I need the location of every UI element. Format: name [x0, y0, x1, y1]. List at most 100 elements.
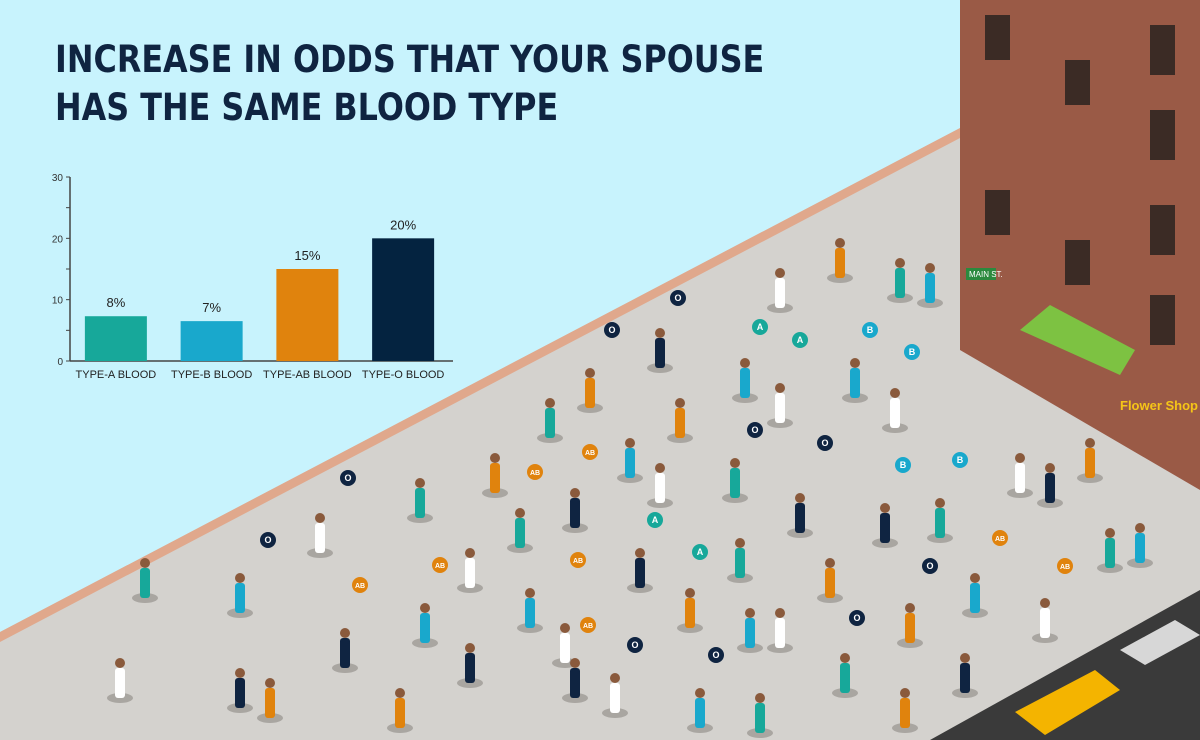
- svg-text:AB: AB: [573, 558, 583, 565]
- bar-chart: 0 10 20 30 8% TYPE-A BLOOD 7% TYPE-B BLOOD 15% T…: [52, 173, 453, 381]
- awning: [1020, 305, 1135, 375]
- pedestrian: [832, 653, 858, 698]
- svg-text:A: A: [757, 322, 764, 332]
- x-tick-label: TYPE-O BLOOD: [362, 369, 445, 381]
- pedestrian: [577, 368, 603, 413]
- pedestrian: [962, 573, 988, 618]
- data-label: 8%: [106, 295, 125, 310]
- pedestrian: [307, 513, 333, 558]
- svg-text:A: A: [797, 335, 804, 345]
- pedestrian: [482, 453, 508, 498]
- svg-text:O: O: [674, 293, 681, 303]
- pedestrian: [1077, 438, 1103, 483]
- pedestrian: [897, 603, 923, 648]
- pedestrian: [927, 498, 953, 543]
- road: [930, 590, 1200, 740]
- svg-text:O: O: [821, 438, 828, 448]
- pedestrian: [507, 508, 533, 553]
- blood-type-bubble: A: [792, 332, 808, 348]
- pedestrian: [647, 463, 673, 508]
- blood-type-bubble: AB: [432, 557, 448, 573]
- blood-type-bubble: B: [952, 452, 968, 468]
- svg-text:AB: AB: [1060, 564, 1070, 571]
- pedestrian: [537, 398, 563, 443]
- pedestrian: [817, 558, 843, 603]
- blood-type-bubble: O: [670, 290, 686, 306]
- svg-text:AB: AB: [585, 450, 595, 457]
- blood-type-bubble: A: [752, 319, 768, 335]
- data-label: 20%: [390, 217, 416, 232]
- bar-type-o-blood: [372, 238, 435, 361]
- pedestrian: [917, 263, 943, 308]
- bar-type-a-blood: [84, 316, 147, 361]
- blood-type-bubble: B: [895, 457, 911, 473]
- pedestrian: [737, 608, 763, 653]
- taxi-car: [1015, 670, 1120, 735]
- pedestrian: [882, 388, 908, 433]
- blood-type-bubble: A: [692, 544, 708, 560]
- y-tick-label: 20: [52, 234, 64, 245]
- blood-type-bubble: AB: [580, 617, 596, 633]
- svg-text:O: O: [853, 613, 860, 623]
- blood-type-bubble: O: [627, 637, 643, 653]
- pedestrian: [227, 668, 253, 713]
- pedestrian: [1037, 463, 1063, 508]
- pedestrian: [667, 398, 693, 443]
- svg-text:B: B: [909, 347, 916, 357]
- pedestrian: [747, 693, 773, 738]
- svg-text:O: O: [344, 473, 351, 483]
- svg-text:B: B: [957, 455, 964, 465]
- svg-text:O: O: [712, 650, 719, 660]
- pedestrian: [887, 258, 913, 303]
- blood-type-bubble: AB: [1057, 558, 1073, 574]
- svg-text:B: B: [900, 460, 907, 470]
- y-tick-label: 10: [52, 296, 64, 307]
- pedestrian: [767, 383, 793, 428]
- x-tick-label: TYPE-AB BLOOD: [263, 369, 352, 381]
- pedestrian: [787, 493, 813, 538]
- svg-text:AB: AB: [995, 536, 1005, 543]
- pedestrian: [827, 238, 853, 283]
- blood-type-bubble: O: [260, 532, 276, 548]
- pedestrian: [562, 658, 588, 703]
- street-sign: [966, 268, 996, 280]
- pedestrian: [617, 438, 643, 483]
- pedestrian: [627, 548, 653, 593]
- shop-sign: Flower Shop: [1120, 398, 1198, 413]
- pedestrian: [132, 558, 158, 603]
- pedestrian: [677, 588, 703, 633]
- pedestrian: [687, 688, 713, 733]
- pedestrian: [1097, 528, 1123, 573]
- svg-text:A: A: [652, 515, 659, 525]
- pedestrian: [732, 358, 758, 403]
- svg-text:AB: AB: [583, 623, 593, 630]
- svg-text:B: B: [867, 325, 874, 335]
- pedestrian: [387, 688, 413, 733]
- page-title: INCREASE IN ODDS THAT YOUR SPOUSE HAS TH…: [55, 38, 765, 129]
- pedestrian: [1007, 453, 1033, 498]
- pedestrians: O AB AB AB AB O O A A A A O O B B B B O AB AB AB AB O O O O: [107, 238, 1153, 738]
- blood-type-bubble: O: [747, 422, 763, 438]
- pedestrian: [107, 658, 133, 703]
- pedestrian: [647, 328, 673, 373]
- data-label: 15%: [294, 248, 320, 263]
- svg-text:O: O: [608, 325, 615, 335]
- svg-text:A: A: [697, 547, 704, 557]
- blood-type-bubble: O: [817, 435, 833, 451]
- curb: [0, 128, 960, 642]
- pedestrian: [892, 688, 918, 733]
- pedestrian: [412, 603, 438, 648]
- x-tick-label: TYPE-A BLOOD: [76, 369, 157, 381]
- pedestrian: [562, 488, 588, 533]
- pedestrian: [842, 358, 868, 403]
- blood-type-bubble: AB: [582, 444, 598, 460]
- pedestrian: [602, 673, 628, 718]
- pedestrian: [727, 538, 753, 583]
- svg-text:O: O: [926, 561, 933, 571]
- bar-type-ab-blood: [276, 269, 339, 361]
- pedestrian: [227, 573, 253, 618]
- pedestrian: [332, 628, 358, 673]
- y-tick-label: 30: [52, 173, 64, 184]
- blood-type-bubble: AB: [527, 464, 543, 480]
